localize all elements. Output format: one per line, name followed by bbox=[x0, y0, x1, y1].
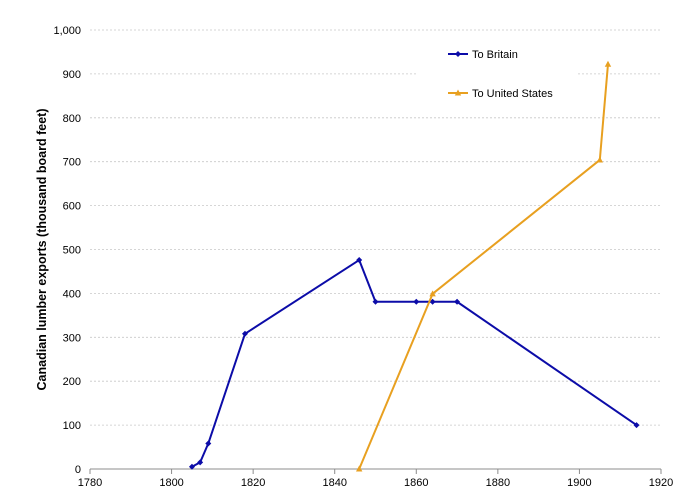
y-tick-label: 100 bbox=[63, 420, 81, 432]
x-tick-label: 1880 bbox=[486, 477, 510, 489]
x-tick-label: 1840 bbox=[322, 477, 346, 489]
x-tick-label: 1800 bbox=[159, 477, 183, 489]
data-point bbox=[604, 60, 612, 67]
y-tick-label: 400 bbox=[63, 288, 81, 300]
y-tick-label: 800 bbox=[63, 113, 81, 125]
series-line-to-britain bbox=[191, 259, 638, 468]
x-tick-label: 1900 bbox=[567, 477, 591, 489]
data-point bbox=[429, 290, 436, 297]
y-tick-label: 300 bbox=[63, 332, 81, 344]
data-point bbox=[197, 459, 204, 466]
data-point bbox=[596, 156, 604, 163]
y-axis-ticks: 0 100 200 300 400 500 600 700 800 900 1,000 bbox=[53, 25, 81, 476]
data-point bbox=[429, 298, 436, 305]
x-tick-label: 1780 bbox=[78, 477, 102, 489]
x-axis-ticks: 1780 1800 1820 1840 1860 1880 1900 1920 bbox=[78, 469, 673, 489]
data-point bbox=[241, 330, 248, 337]
x-tick-label: 1920 bbox=[649, 477, 673, 489]
legend: To Britain To United States bbox=[418, 40, 578, 106]
data-point bbox=[205, 440, 212, 447]
legend-label: To United States bbox=[472, 88, 553, 100]
legend-box bbox=[418, 40, 578, 106]
series-layer bbox=[188, 60, 640, 472]
x-tick-label: 1860 bbox=[404, 477, 428, 489]
data-point bbox=[633, 422, 640, 429]
legend-item-to-britain: To Britain bbox=[448, 49, 518, 61]
x-tick-label: 1820 bbox=[241, 477, 265, 489]
series-to-united-states bbox=[355, 60, 612, 472]
data-point bbox=[413, 298, 420, 305]
legend-item-to-united-states: To United States bbox=[448, 88, 553, 100]
series-line-to-united-states bbox=[358, 64, 609, 470]
y-tick-label: 600 bbox=[63, 201, 81, 213]
legend-marker bbox=[455, 51, 461, 57]
data-point bbox=[188, 463, 195, 470]
y-tick-label: 1,000 bbox=[53, 25, 81, 37]
legend-label: To Britain bbox=[472, 49, 518, 61]
data-point bbox=[355, 465, 363, 472]
data-point bbox=[356, 257, 363, 264]
y-tick-label: 700 bbox=[63, 157, 81, 169]
gridlines bbox=[90, 29, 661, 426]
y-axis-label: Canadian lumber exports (thousand board … bbox=[35, 109, 49, 391]
data-point bbox=[372, 298, 379, 305]
series-to-britain bbox=[188, 257, 640, 470]
y-tick-label: 900 bbox=[63, 69, 81, 81]
y-tick-label: 500 bbox=[63, 245, 81, 257]
legend-marker bbox=[454, 89, 462, 96]
data-point bbox=[454, 298, 461, 305]
y-tick-label: 0 bbox=[75, 464, 81, 476]
y-tick-label: 200 bbox=[63, 376, 81, 388]
